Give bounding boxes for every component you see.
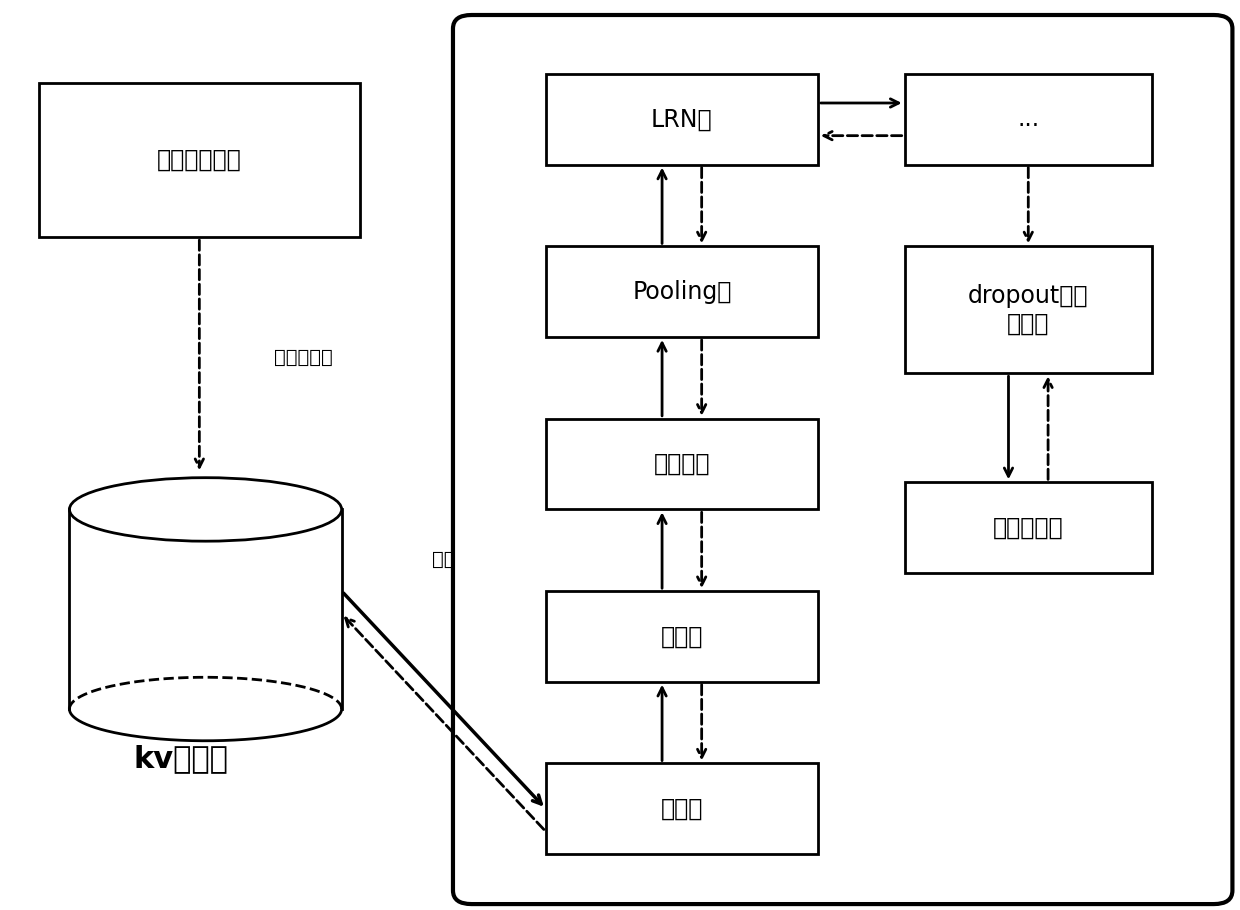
Text: 卷积层: 卷积层 [661,624,703,649]
FancyBboxPatch shape [904,247,1152,373]
Text: LRN层: LRN层 [651,107,713,131]
FancyBboxPatch shape [546,763,818,854]
FancyBboxPatch shape [546,247,818,337]
Text: 转换数据集: 转换数据集 [274,348,332,367]
Text: Pooling层: Pooling层 [632,279,732,304]
Text: dropout防止
过拟合: dropout防止 过拟合 [968,284,1089,336]
FancyBboxPatch shape [546,74,818,165]
Text: 激活函数: 激活函数 [653,452,711,476]
Ellipse shape [69,677,342,741]
FancyBboxPatch shape [904,482,1152,573]
Text: 烟与火的图片: 烟与火的图片 [157,148,242,172]
Text: 线程: 线程 [432,550,455,569]
Text: ...: ... [1017,107,1039,131]
FancyBboxPatch shape [38,83,360,238]
FancyBboxPatch shape [546,592,818,682]
Ellipse shape [69,478,342,541]
Text: 线性分类器: 线性分类器 [993,516,1064,540]
Text: 数据层: 数据层 [661,797,703,821]
FancyBboxPatch shape [453,15,1233,904]
Polygon shape [69,510,342,709]
FancyBboxPatch shape [546,419,818,510]
FancyBboxPatch shape [904,74,1152,165]
Text: kv数据库: kv数据库 [134,744,228,774]
